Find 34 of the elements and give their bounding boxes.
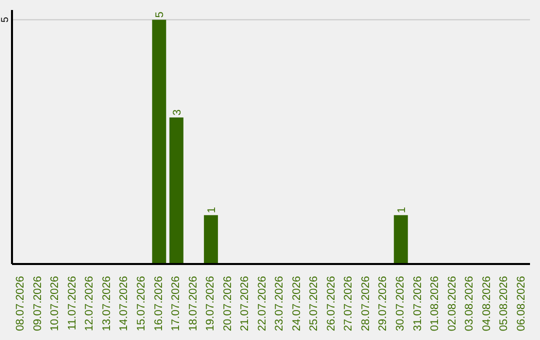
- data-label: 1: [206, 207, 218, 214]
- x-tick-label: 26.07.2026: [325, 276, 338, 332]
- x-tick-label: 17.07.2026: [170, 276, 182, 332]
- x-tick-label: 28.07.2026: [360, 276, 372, 332]
- x-tick-label: 27.07.2026: [342, 276, 355, 332]
- x-tick-label: 03.08.2026: [464, 276, 476, 332]
- x-tick-label: 30.07.2026: [394, 276, 406, 332]
- x-tick-label: 25.07.2026: [308, 276, 320, 332]
- x-tick-label: 06.08.2026: [515, 276, 528, 332]
- x-tick-label: 31.07.2026: [412, 276, 424, 332]
- x-tick-label: 12.07.2026: [84, 276, 96, 332]
- x-tick-label: 24.07.2026: [290, 276, 303, 332]
- x-tick-label: 18.07.2026: [187, 276, 200, 332]
- data-label: 3: [171, 109, 184, 116]
- x-tick-label: 22.07.2026: [256, 276, 268, 332]
- x-tick-label: 29.07.2026: [377, 276, 390, 332]
- x-tick-label: 16.07.2026: [152, 276, 165, 332]
- x-tick-label: 09.07.2026: [32, 276, 44, 332]
- x-tick-label: 19.07.2026: [204, 276, 217, 332]
- x-tick-label: 01.08.2026: [429, 276, 442, 332]
- x-tick-label: 11.07.2026: [66, 276, 78, 330]
- x-tick-label: 15.07.2026: [136, 276, 148, 332]
- x-tick-label: 23.07.2026: [274, 276, 286, 332]
- x-tick-label: 08.07.2026: [14, 276, 27, 332]
- x-tick-label: 13.07.2026: [100, 276, 113, 332]
- x-tick-label: 04.08.2026: [480, 276, 493, 332]
- x-tick-label: 14.07.2026: [118, 276, 130, 332]
- x-tick-label: 21.07.2026: [239, 276, 252, 332]
- data-label: 5: [154, 12, 166, 18]
- x-tick-label: 02.08.2026: [446, 276, 458, 332]
- x-tick-label: 20.07.2026: [222, 276, 234, 332]
- data-label: 1: [396, 207, 408, 214]
- x-tick-label: 05.08.2026: [498, 276, 510, 332]
- x-tick-label: 10.07.2026: [49, 276, 62, 332]
